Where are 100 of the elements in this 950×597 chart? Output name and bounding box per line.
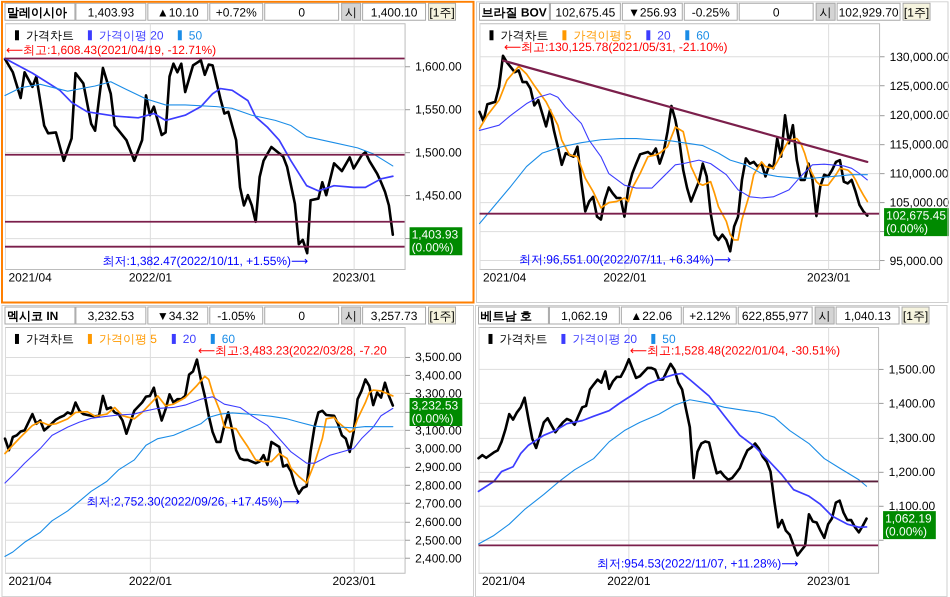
annotation: 최저:1,382.47(2022/10/11, +1.55%)⟶ [102, 254, 308, 268]
annotation: 최저:954.53(2022/11/07, +11.28%)⟶ [596, 556, 798, 570]
text: 3,232.53 [88, 308, 135, 323]
text: +0.72% [216, 5, 258, 20]
x-tick-label: 2021/04 [482, 574, 526, 588]
y-tick-label: 2,800.00 [415, 478, 462, 492]
text: ▲10.10 [156, 5, 200, 20]
text: [1주] [904, 5, 930, 20]
text: ▼256.93 [628, 5, 677, 20]
y-tick-label: 3,000.00 [415, 442, 462, 456]
text: 1,403.93 [88, 5, 135, 20]
legend-label: 가격차트 [26, 332, 74, 346]
line-series [4, 58, 394, 192]
y-tick-label: 1,200.00 [888, 465, 936, 480]
annotation: ⟵최고:1,608.43(2021/04/19, -12.71%) [6, 43, 216, 58]
data-label: 3,232.53 (0.00%) [412, 398, 458, 426]
data-label: 1,403.93 (0.00%) [412, 228, 458, 255]
line-series [477, 358, 868, 557]
text: -1.05% [217, 308, 256, 323]
legend-label: 가격이평 20 [572, 332, 638, 346]
legend-label: 50 [662, 332, 676, 346]
text: 0 [772, 5, 780, 20]
legend-label: 50 [188, 28, 202, 42]
x-tick-label: 2023/01 [332, 270, 376, 285]
legend-label: 20 [182, 332, 196, 346]
y-tick-label: 120,000.00 [890, 108, 950, 122]
text: 3,257.73 [370, 308, 418, 323]
text: 102,929.70 [838, 5, 899, 20]
line-series [478, 372, 868, 528]
y-tick-label: 3,400.00 [415, 368, 462, 382]
line-series [4, 375, 394, 484]
x-tick-label: 2023/01 [332, 574, 376, 588]
text: 1,040.13 [844, 308, 892, 323]
x-tick-label: 2022/01 [128, 270, 172, 285]
line-series [4, 396, 394, 484]
x-tick-label: 2022/01 [128, 574, 172, 588]
y-tick-label: 2,700.00 [415, 496, 462, 511]
line-series [478, 93, 868, 199]
text: [1주] [902, 308, 928, 323]
legend-label: 20 [657, 28, 671, 42]
annotation: 최저:96,551.00(2022/07/11, +6.34%)⟶ [518, 252, 732, 266]
y-tick-label: 1,450.00 [415, 188, 462, 203]
data-label: 1,062.19 (0.00%) [885, 512, 932, 539]
legend-label: 가격이평 5 [98, 332, 158, 346]
text: 1,400.10 [370, 5, 418, 20]
y-tick-label: 1,600.00 [415, 60, 462, 74]
y-tick-label: 1,500.00 [888, 362, 936, 377]
text: [1주] [429, 308, 455, 323]
text: 0 [298, 308, 306, 323]
legend-label: 60 [696, 28, 710, 42]
text: 1,062.19 [561, 308, 608, 323]
y-tick-label: 1,300.00 [888, 430, 936, 445]
y-tick-label: 2,600.00 [415, 515, 462, 530]
data-label: 102,675.45 (0.00%) [886, 208, 946, 236]
annotation: 최저:2,752.30(2022/09/26, +17.45%)⟶ [86, 494, 300, 509]
line-series [478, 399, 868, 545]
text: 시 [345, 5, 358, 20]
y-tick-label: 105,000.00 [890, 196, 950, 210]
y-tick-label: 1,100.00 [888, 499, 936, 514]
annotation: ⟵최고:1,528.48(2022/01/04, -30.51%) [630, 343, 840, 358]
x-tick-label: 2022/01 [603, 270, 647, 285]
text: 622,855,977 [742, 308, 809, 323]
text: ▼34.32 [156, 308, 200, 323]
y-tick-label: 2,400.00 [415, 552, 462, 566]
chart-title: 멕시코 IN [6, 308, 58, 323]
text: +2.12% [689, 308, 731, 323]
chart-title: 베트남 호 [480, 308, 532, 323]
text: 시 [820, 5, 832, 20]
legend-label: 가격차트 [26, 28, 74, 42]
chart-title: 말레이시아 [6, 5, 67, 20]
text: [1주] [429, 5, 455, 20]
y-tick-label: 130,000.00 [890, 50, 950, 64]
x-tick-label: 2023/01 [807, 270, 851, 285]
y-tick-label: 125,000.00 [890, 79, 950, 94]
legend-label: 가격차트 [499, 332, 548, 346]
text: 0 [298, 5, 306, 20]
y-tick-label: 110,000.00 [890, 166, 949, 180]
line-series [4, 58, 394, 254]
x-tick-label: 2021/04 [8, 270, 52, 285]
text: ▲22.06 [630, 308, 673, 323]
y-tick-label: 1,400.00 [888, 396, 936, 411]
y-tick-label: 2,500.00 [415, 533, 462, 548]
line-series [4, 81, 394, 166]
text: 102,675.45 [555, 5, 616, 20]
y-tick-label: 1,550.00 [415, 102, 462, 117]
x-tick-label: 2023/01 [806, 574, 851, 588]
y-tick-label: 3,300.00 [415, 386, 462, 401]
text: 시 [818, 308, 831, 323]
legend-label: 가격이평 5 [573, 28, 632, 42]
line-series [4, 412, 394, 557]
legend-label: 60 [222, 332, 236, 346]
x-tick-label: 2021/04 [8, 574, 52, 588]
x-tick-label: 2021/04 [482, 270, 527, 285]
y-tick-label: 2,900.00 [415, 460, 462, 474]
y-tick-label: 95,000.00 [890, 254, 944, 268]
text: -0.25% [692, 5, 730, 20]
y-tick-label: 115,000.00 [890, 137, 949, 152]
legend-label: 가격이평 20 [98, 28, 164, 42]
legend-label: 가격차트 [500, 28, 548, 42]
x-tick-label: 2022/01 [607, 574, 651, 588]
